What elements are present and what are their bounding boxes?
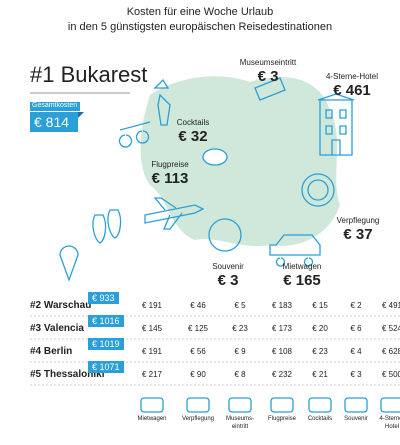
item-label: Flugpreise — [151, 160, 189, 169]
row-cell: € 108 — [271, 347, 293, 356]
lake — [202, 148, 228, 166]
column-icon — [270, 397, 294, 413]
item-value: € 113 — [151, 170, 189, 187]
icecream-icon — [59, 245, 79, 282]
title: Kosten für eine Woche Urlaub in den 5 gü… — [0, 5, 400, 35]
item-value: € 32 — [178, 128, 208, 145]
total-bg — [30, 112, 78, 132]
souvenir-icon — [208, 218, 242, 252]
row-cell: € 8 — [234, 370, 246, 379]
row-cell: € 21 — [312, 370, 328, 379]
plate-inner — [307, 179, 329, 201]
column-label: 4-Sterne- — [379, 416, 400, 422]
row-cell: € 500 — [381, 370, 400, 379]
total: € 814 — [34, 114, 70, 130]
row-cell: € 491 — [381, 301, 400, 310]
car-icon — [269, 234, 321, 267]
plate-icon — [301, 173, 335, 207]
column-label: Flugpreise — [267, 416, 297, 422]
row-cell: € 145 — [141, 324, 163, 333]
row-cell: € 6 — [350, 324, 362, 333]
row-cell: € 15 — [312, 301, 328, 310]
column-label: eintritt — [231, 424, 249, 430]
row-cell: € 125 — [187, 324, 209, 333]
tag-fold — [78, 112, 84, 118]
row-cell: € 232 — [271, 370, 293, 379]
row-city: #2 Warschau — [30, 300, 92, 311]
item-value: € 165 — [283, 272, 321, 289]
glasses-icon — [118, 121, 151, 148]
row-cell: € 23 — [312, 347, 328, 356]
column-icon — [344, 397, 368, 413]
flipflop-icon — [92, 209, 122, 244]
row-cell: € 524 — [381, 324, 400, 333]
title-line: in den 5 günstigsten europäischen Reised… — [67, 21, 333, 33]
item-label: Cocktails — [176, 118, 210, 127]
column-label: Souvenir — [344, 416, 368, 422]
item-value: € 37 — [343, 226, 373, 243]
column-icon — [308, 397, 332, 413]
row-cell: € 46 — [190, 301, 206, 310]
column-label: Hotel — [384, 424, 400, 430]
featured-city: #1 Bukarest — [30, 62, 148, 87]
item-value: € 3 — [217, 272, 239, 289]
item-label: Verpflegung — [336, 216, 380, 225]
row-cell: € 4 — [350, 347, 362, 356]
title-line: Kosten für eine Woche Urlaub — [126, 6, 274, 18]
cocktail-icon — [153, 78, 171, 126]
column-label: Museums- — [225, 416, 255, 422]
row-city: #5 Thessaloniki — [30, 369, 105, 380]
hotel-icon — [317, 93, 355, 156]
plane-icon — [144, 197, 205, 230]
row-city: #3 Valencia — [30, 323, 84, 334]
row-total: € 1019 — [88, 338, 124, 350]
total-label-bg — [30, 102, 80, 111]
row-cell: € 56 — [190, 347, 206, 356]
item-label: 4-Sterne-Hotel — [325, 72, 379, 81]
column-icon — [228, 397, 252, 413]
item-value: € 461 — [333, 82, 371, 99]
column-icon — [380, 397, 400, 413]
row-total: € 1016 — [88, 315, 124, 327]
row-total: € 933 — [88, 292, 119, 304]
ticket-icon — [254, 77, 286, 101]
row-cell: € 183 — [271, 301, 293, 310]
item-label: Souvenir — [212, 262, 244, 271]
row-cell: € 5 — [234, 301, 246, 310]
column-label: Mietwagen — [137, 416, 167, 422]
row-cell: € 191 — [141, 347, 163, 356]
row-cell: € 191 — [141, 301, 163, 310]
row-cell: € 628 — [381, 347, 400, 356]
column-icon — [186, 397, 210, 413]
row-cell: € 173 — [271, 324, 293, 333]
item-label: Mietwagen — [282, 262, 322, 271]
row-city: #4 Berlin — [30, 346, 73, 357]
row-total: € 1071 — [88, 361, 124, 373]
total-label: Gesamtkosten — [32, 102, 78, 109]
row-cell: € 90 — [190, 370, 206, 379]
row-cell: € 3 — [350, 370, 362, 379]
column-label: Verpflegung — [181, 416, 215, 422]
column-label: Cocktails — [307, 416, 333, 422]
row-cell: € 20 — [312, 324, 328, 333]
row-cell: € 9 — [234, 347, 246, 356]
item-value: € 3 — [257, 68, 279, 85]
row-cell: € 23 — [232, 324, 248, 333]
row-cell: € 2 — [350, 301, 362, 310]
column-icon — [140, 397, 164, 413]
item-label: Museumseintritt — [239, 58, 297, 67]
map — [140, 76, 340, 247]
row-cell: € 217 — [141, 370, 163, 379]
